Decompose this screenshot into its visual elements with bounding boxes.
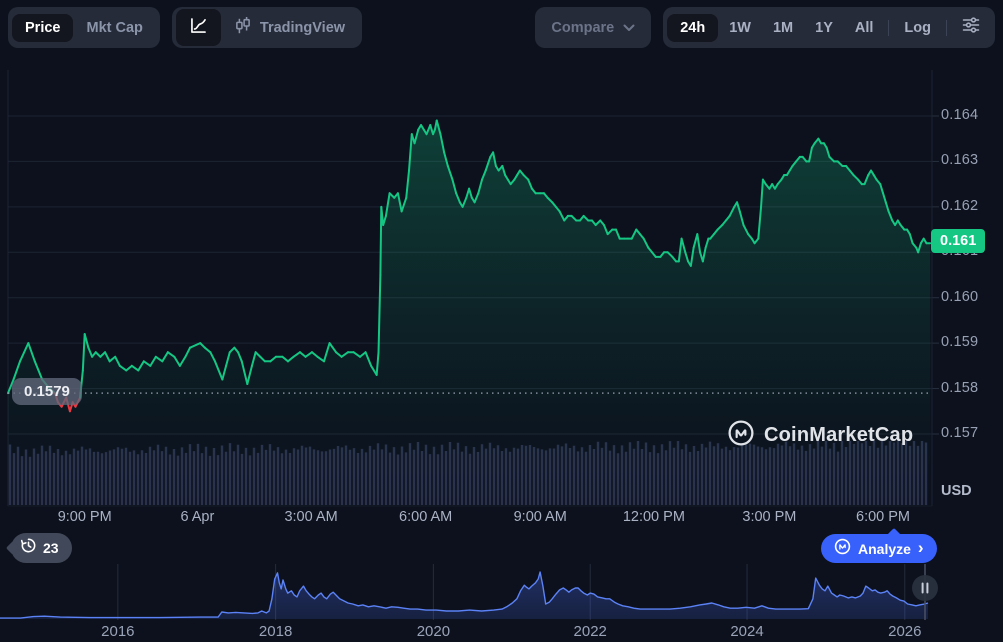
range-1w[interactable]: 1W — [729, 19, 751, 36]
y-axis-label: 0.157 — [941, 425, 979, 441]
price-mktcap-toggle: Price Mkt Cap — [8, 7, 160, 48]
history-count-button[interactable]: 23 — [11, 533, 72, 563]
divider — [888, 19, 890, 36]
y-axis-label: 0.162 — [941, 197, 979, 214]
history-clock-icon — [20, 537, 37, 559]
coinmarketcap-watermark: CoinMarketCap — [727, 419, 913, 452]
y-axis-label: 0.160 — [941, 288, 979, 305]
y-axis-label: 0.159 — [941, 334, 979, 351]
navigator-resize-handle[interactable] — [912, 575, 938, 601]
currency-unit-label: USD — [941, 483, 972, 499]
log-scale-toggle[interactable]: Log — [904, 19, 931, 36]
price-tab[interactable]: Price — [12, 13, 74, 42]
history-count: 23 — [43, 540, 59, 556]
x-axis-label: 3:00 PM — [742, 509, 797, 525]
navigator-year-label: 2026 — [888, 623, 922, 640]
x-axis-label: 6 Apr — [180, 509, 215, 525]
x-axis-label: 3:00 AM — [284, 509, 338, 525]
tradingview-label: TradingView — [259, 19, 346, 36]
navigator-year-label: 2020 — [416, 623, 451, 640]
chevron-down-icon — [623, 20, 635, 36]
line-chart-icon — [188, 15, 209, 40]
tradingview-toggle[interactable]: TradingView — [221, 10, 358, 46]
range-selector: 24h 1W 1M 1Y All Log — [663, 7, 995, 48]
chart-toolbar: Price Mkt Cap — [8, 7, 995, 48]
x-axis-label: 9:00 PM — [57, 509, 112, 525]
y-axis-label: 0.163 — [941, 152, 979, 169]
y-axis-label: 0.164 — [941, 106, 979, 123]
x-axis-label: 6:00 AM — [399, 509, 453, 525]
x-axis-label: 6:00 PM — [856, 509, 911, 525]
range-all[interactable]: All — [854, 19, 874, 36]
chart-type-toggle: TradingView — [171, 7, 363, 48]
range-1m[interactable]: 1M — [772, 19, 794, 36]
range-1y[interactable]: 1Y — [815, 19, 833, 36]
coinmarketcap-logo-icon — [727, 419, 755, 452]
navigator-year-label: 2018 — [258, 623, 293, 640]
x-axis-label: 12:00 PM — [622, 509, 685, 525]
last-price-badge: 0.161 — [931, 229, 986, 253]
analyze-label: Analyze — [858, 540, 911, 557]
mktcap-tab[interactable]: Mkt Cap — [86, 19, 143, 36]
x-axis-label: 9:00 AM — [513, 509, 567, 525]
y-axis-label: 0.158 — [941, 379, 979, 396]
analyze-button[interactable]: Analyze › — [821, 534, 937, 563]
cmc-analyze-logo-icon — [834, 538, 851, 560]
navigator-year-label: 2016 — [101, 623, 135, 640]
watermark-text: CoinMarketCap — [764, 424, 914, 446]
candlestick-icon — [234, 16, 252, 40]
chart-settings-button[interactable] — [951, 15, 991, 40]
analyze-arrow-icon: › — [917, 538, 924, 557]
divider — [946, 19, 947, 36]
sliders-icon — [961, 15, 981, 40]
navigator-year-label: 2022 — [573, 623, 607, 640]
range-24h[interactable]: 24h — [667, 13, 719, 42]
navigator-area[interactable] — [0, 565, 928, 620]
compare-label: Compare — [551, 19, 615, 36]
open-price-label: 0.1579 — [12, 378, 82, 405]
line-chart-toggle[interactable] — [175, 9, 221, 46]
navigator-year-label: 2024 — [730, 623, 764, 640]
compare-dropdown[interactable]: Compare — [535, 7, 652, 48]
